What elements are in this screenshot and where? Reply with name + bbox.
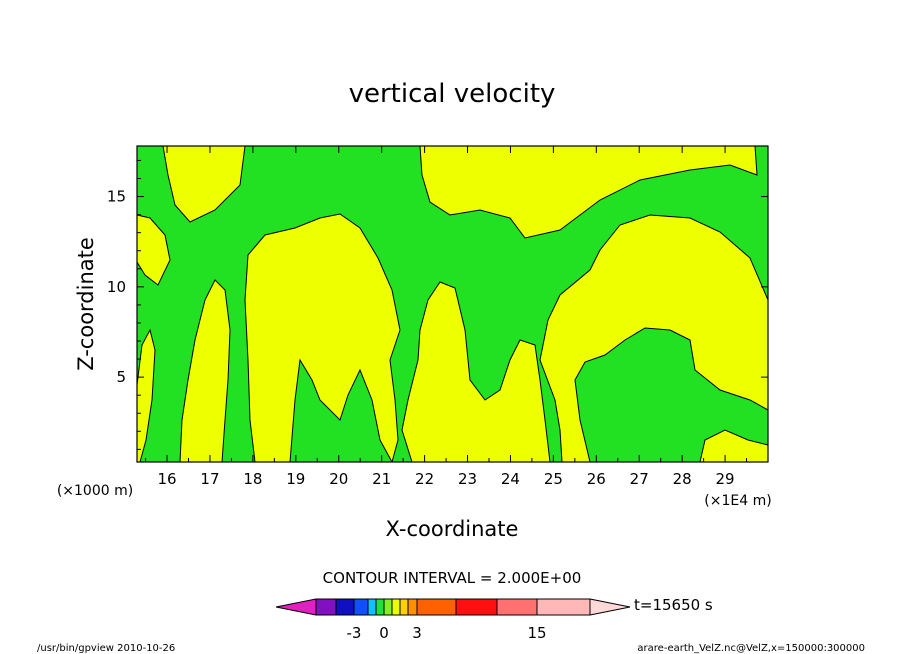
positive-region <box>162 146 246 223</box>
colorbar-under <box>275 598 317 616</box>
y-axis-label: Z-coordinate <box>74 237 98 371</box>
footer-left: /usr/bin/gpview 2010-10-26 <box>37 643 175 654</box>
colorbar-segment <box>335 598 355 616</box>
colorbar-label: -3 <box>347 624 362 642</box>
colorbar-segment <box>383 598 393 616</box>
x-tick-label: 16 <box>158 470 177 488</box>
x-tick-label: 26 <box>587 470 606 488</box>
x-unit-right: (×1E4 m) <box>704 493 771 509</box>
x-tick-label: 27 <box>630 470 649 488</box>
x-tick-label: 17 <box>200 470 219 488</box>
colorbar-segment <box>496 598 538 616</box>
x-tick-label: 25 <box>544 470 563 488</box>
positive-region <box>137 214 171 286</box>
colorbar-segment <box>375 598 385 616</box>
colorbar-segment <box>455 598 498 616</box>
time-label: t=15650 s <box>634 596 713 614</box>
chart-title: vertical velocity <box>349 79 556 109</box>
x-tick-label: 23 <box>458 470 477 488</box>
positive-region <box>419 146 758 239</box>
y-tick-label: 15 <box>107 188 126 206</box>
x-axis-label: X-coordinate <box>386 517 519 541</box>
x-tick-label: 21 <box>372 470 391 488</box>
contour-interval: CONTOUR INTERVAL = 2.000E+00 <box>323 569 582 587</box>
colorbar-segment <box>536 598 591 616</box>
colorbar <box>275 598 631 616</box>
x-tick-label: 19 <box>286 470 305 488</box>
positive-region <box>539 214 768 462</box>
colorbar-over <box>589 598 631 616</box>
colorbar-label: 0 <box>379 624 389 642</box>
y-tick-label: 10 <box>107 278 126 296</box>
colorbar-segment <box>416 598 457 616</box>
colorbar-segment <box>367 598 377 616</box>
colorbar-segment <box>399 598 409 616</box>
plot-frame <box>136 145 769 463</box>
colorbar-segment <box>391 598 401 616</box>
positive-region <box>699 429 768 462</box>
x-tick-label: 29 <box>716 470 735 488</box>
x-unit-left: (×1000 m) <box>57 483 133 499</box>
colorbar-label: 3 <box>412 624 422 642</box>
colorbar-segment <box>315 598 337 616</box>
positive-region <box>401 281 551 462</box>
x-tick-label: 28 <box>673 470 692 488</box>
positive-region <box>179 279 231 462</box>
positive-regions <box>137 146 768 462</box>
y-axis: 5 10 15 <box>107 159 768 450</box>
footer-right: arare-earth_VelZ.nc@VelZ,x=150000:300000 <box>637 643 865 654</box>
positive-region <box>244 213 401 462</box>
colorbar-segment <box>353 598 369 616</box>
colorbar-segment <box>407 598 418 616</box>
x-tick-label: 20 <box>329 470 348 488</box>
x-tick-label: 18 <box>243 470 262 488</box>
colorbar-labels: -3 0 3 15 <box>347 624 547 642</box>
contour-field <box>137 146 768 462</box>
y-tick-label: 5 <box>116 368 126 386</box>
x-axis: 16 17 18 19 20 21 22 23 24 25 26 27 28 29 <box>145 146 748 488</box>
positive-region <box>137 328 156 462</box>
x-tick-label: 22 <box>415 470 434 488</box>
x-tick-label: 24 <box>501 470 520 488</box>
colorbar-label: 15 <box>527 624 546 642</box>
